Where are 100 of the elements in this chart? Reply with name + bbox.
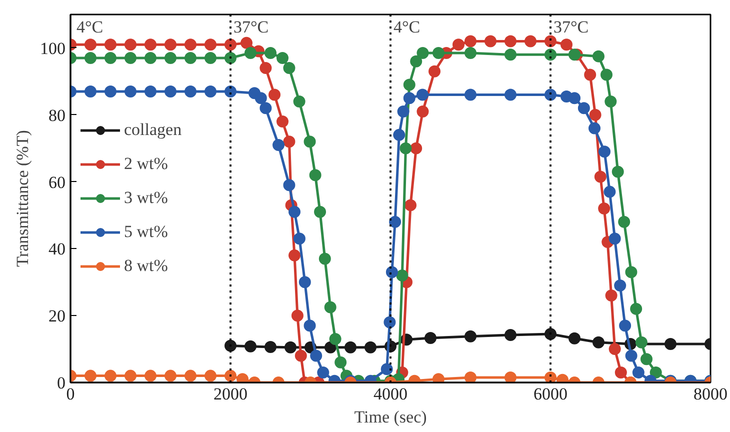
point	[598, 202, 610, 215]
point	[164, 52, 176, 64]
point	[104, 52, 116, 64]
legend-label: 2 wt%	[124, 154, 168, 174]
point	[619, 320, 632, 332]
point	[184, 52, 196, 64]
point	[424, 332, 436, 344]
x-tick-label: 6000	[534, 384, 568, 404]
point	[588, 122, 600, 134]
legend-label: collagen	[124, 120, 182, 140]
legend-label: 5 wt%	[124, 222, 168, 242]
point	[504, 48, 516, 61]
point	[264, 46, 276, 59]
y-axis-title: Transmittance (%T)	[13, 130, 32, 267]
point	[124, 52, 136, 64]
point	[283, 62, 296, 74]
point	[544, 48, 556, 61]
point	[329, 333, 342, 345]
point	[244, 340, 256, 352]
point	[204, 52, 216, 64]
point	[614, 279, 626, 292]
y-tick-label: 20	[48, 306, 66, 326]
point	[428, 65, 440, 78]
point	[304, 320, 316, 332]
point	[84, 38, 96, 51]
point	[416, 46, 429, 59]
point	[568, 92, 580, 104]
point	[614, 366, 627, 378]
point	[544, 371, 556, 382]
point	[224, 340, 236, 352]
point	[294, 350, 307, 362]
point	[364, 341, 376, 354]
point	[283, 136, 296, 148]
point	[608, 232, 621, 245]
point	[410, 55, 422, 68]
point	[594, 170, 606, 183]
point	[314, 206, 326, 218]
point	[104, 85, 116, 98]
point	[384, 316, 396, 328]
point	[272, 138, 284, 151]
point	[618, 216, 630, 228]
point	[260, 102, 272, 114]
point	[144, 38, 156, 51]
point	[484, 35, 496, 48]
point	[318, 252, 331, 265]
point	[432, 46, 444, 59]
point	[224, 38, 236, 51]
point	[240, 36, 252, 49]
point	[544, 88, 556, 101]
point	[124, 370, 136, 382]
point	[397, 106, 410, 118]
point	[260, 62, 272, 74]
point	[309, 169, 322, 182]
point	[568, 48, 580, 61]
point	[264, 341, 276, 354]
point	[416, 106, 429, 118]
point	[600, 68, 612, 81]
point	[104, 370, 116, 382]
point	[283, 179, 296, 192]
point	[124, 38, 136, 51]
point	[568, 332, 580, 344]
point	[393, 128, 406, 141]
point	[604, 186, 616, 198]
point	[452, 38, 464, 51]
point	[608, 343, 621, 356]
point	[396, 269, 408, 282]
point	[640, 353, 652, 366]
point	[524, 35, 536, 48]
point	[293, 95, 306, 108]
point	[560, 38, 572, 51]
point	[504, 371, 516, 382]
point	[298, 276, 311, 288]
point	[416, 88, 428, 101]
point	[164, 85, 176, 98]
point	[204, 370, 216, 382]
point	[204, 85, 216, 98]
point	[84, 85, 96, 98]
point	[612, 166, 624, 178]
point	[304, 136, 316, 148]
point	[404, 199, 416, 212]
x-tick-label: 2000	[214, 384, 248, 404]
point	[400, 142, 412, 154]
point	[310, 350, 322, 362]
point	[389, 216, 402, 228]
point	[592, 336, 604, 348]
point	[224, 85, 236, 98]
point	[224, 52, 236, 64]
point	[410, 142, 422, 154]
x-tick-label: 4000	[374, 384, 408, 404]
point	[344, 341, 356, 354]
point	[403, 78, 416, 91]
point	[504, 329, 516, 341]
point	[84, 370, 96, 382]
point	[664, 338, 676, 350]
point	[403, 92, 416, 104]
point	[254, 92, 267, 104]
point	[164, 370, 176, 382]
point	[284, 341, 296, 354]
point	[288, 249, 300, 262]
point	[464, 371, 476, 382]
